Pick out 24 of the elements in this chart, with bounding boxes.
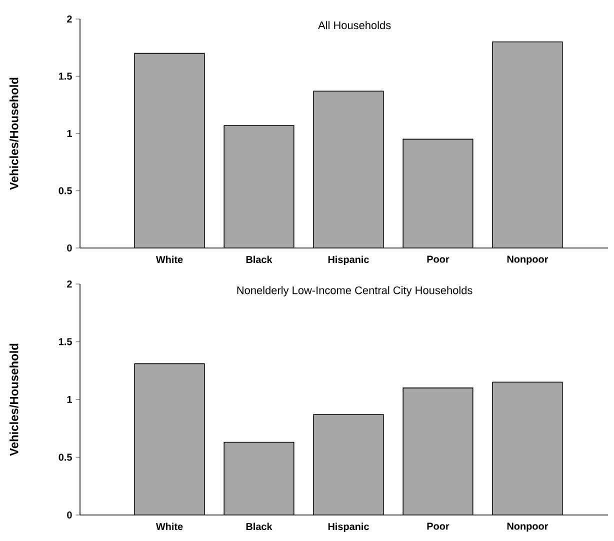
- y-tick-label: 0.5: [58, 187, 72, 194]
- y-tick-label: 0: [67, 244, 72, 252]
- x-tick-label: Hispanic: [328, 522, 369, 532]
- y-tick-label: 1: [67, 130, 72, 137]
- x-tick-label: White: [156, 522, 183, 530]
- y-tick-label: 1.5: [59, 72, 72, 80]
- x-tick-label: Nonpoor: [507, 256, 548, 265]
- x-tick-label: Poor: [427, 522, 450, 530]
- chart-title: All Households: [318, 21, 391, 30]
- x-tick-label: Black: [246, 522, 272, 530]
- x-tick-label: Poor: [427, 256, 450, 263]
- x-tick-label: Hispanic: [328, 256, 369, 266]
- chart-title: Nonelderly Low-Income Central City Households: [237, 286, 472, 296]
- y-axis-title: Vehicles/Household: [10, 78, 18, 190]
- x-tick-label: White: [156, 256, 183, 264]
- x-tick-label: Black: [246, 256, 272, 264]
- y-tick-label: 1: [67, 396, 72, 403]
- y-tick-label: 0.5: [58, 454, 72, 461]
- y-axis-title: Vehicles/Household: [10, 344, 18, 456]
- y-tick-label: 2: [67, 280, 72, 288]
- y-tick-label: 2: [67, 16, 72, 22]
- y-tick-label: 0: [67, 511, 72, 519]
- y-tick-label: 1.5: [59, 338, 72, 346]
- x-tick-label: Nonpoor: [507, 522, 548, 532]
